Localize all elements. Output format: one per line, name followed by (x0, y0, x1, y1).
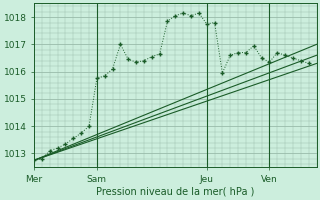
X-axis label: Pression niveau de la mer( hPa ): Pression niveau de la mer( hPa ) (96, 187, 254, 197)
